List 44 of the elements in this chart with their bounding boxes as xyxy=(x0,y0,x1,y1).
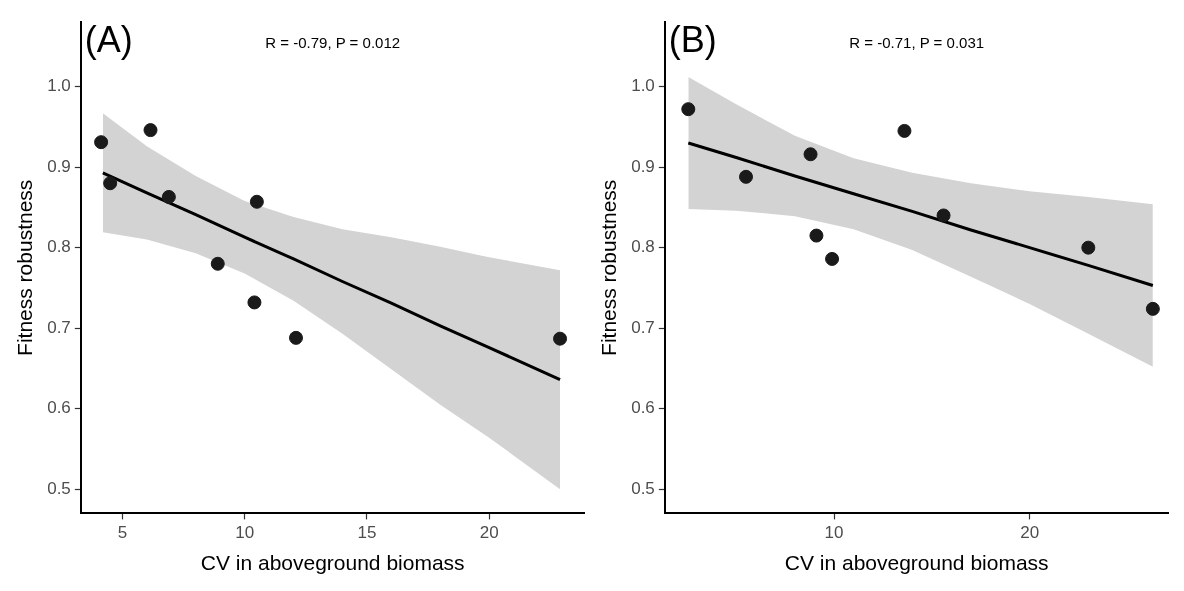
y-tick-label: 0.5 xyxy=(47,478,71,498)
y-tick-label: 0.6 xyxy=(631,398,655,418)
x-tick-label: 10 xyxy=(235,523,255,543)
x-axis-title: CV in aboveground biomass xyxy=(784,551,1049,575)
y-tick-label: 0.8 xyxy=(631,237,655,257)
point xyxy=(247,295,262,310)
point xyxy=(681,102,696,117)
x-tick-label: 5 xyxy=(117,523,128,543)
y-tick-label: 0.6 xyxy=(47,398,71,418)
point xyxy=(825,251,840,266)
y-tick-label: 0.9 xyxy=(631,156,655,176)
x-tick-label: 20 xyxy=(1020,523,1040,543)
x-tick-label: 10 xyxy=(824,523,844,543)
x-axis-title: CV in aboveground biomass xyxy=(200,551,465,575)
annotation: R = -0.71, P = 0.031 xyxy=(849,33,985,51)
y-tick-label: 0.9 xyxy=(47,156,71,176)
y-tick-label: 0.5 xyxy=(631,478,655,498)
point xyxy=(249,194,264,209)
annotation: (A) xyxy=(84,19,133,61)
point xyxy=(803,147,818,162)
point xyxy=(1081,240,1096,255)
point xyxy=(210,256,225,271)
y-tick-label: 1.0 xyxy=(47,76,71,96)
y-tick-label: 0.7 xyxy=(631,317,655,337)
x-tick-label: 20 xyxy=(479,523,499,543)
annotation: (B) xyxy=(668,19,717,61)
point xyxy=(553,331,568,346)
point xyxy=(143,123,158,138)
y-tick-label: 1.0 xyxy=(631,76,655,96)
point xyxy=(103,176,118,191)
point xyxy=(1145,301,1160,316)
point xyxy=(94,135,109,150)
y-axis-title: Fitness robustness xyxy=(13,179,37,356)
annotation: R = -0.79, P = 0.012 xyxy=(265,33,401,51)
point xyxy=(809,228,824,243)
y-tick-label: 0.8 xyxy=(47,237,71,257)
y-axis-title: Fitness robustness xyxy=(597,179,621,356)
y-tick-label: 0.7 xyxy=(47,317,71,337)
point xyxy=(161,189,176,204)
x-tick-label: 15 xyxy=(357,523,377,543)
point xyxy=(897,123,912,138)
point xyxy=(739,169,754,184)
point xyxy=(936,208,951,223)
point xyxy=(288,330,303,345)
